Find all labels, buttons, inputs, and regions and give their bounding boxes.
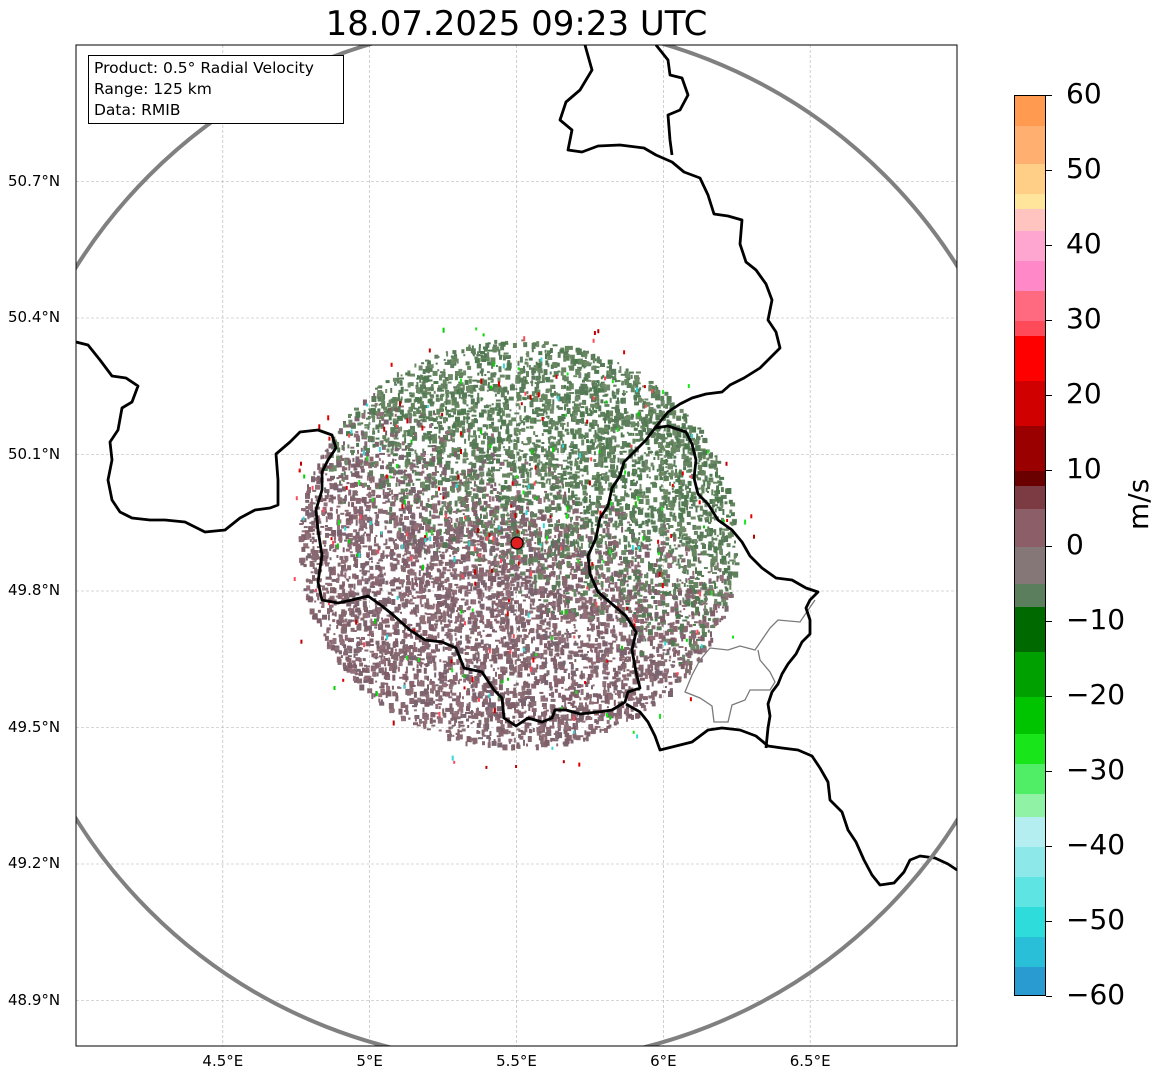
colorbar-tick-label: −40 bbox=[1066, 827, 1126, 861]
colorbar-segment bbox=[1015, 584, 1045, 608]
info-box: Product: 0.5° Radial Velocity Range: 125… bbox=[88, 55, 344, 124]
colorbar-tick-label: 20 bbox=[1066, 377, 1102, 411]
colorbar-tick-label: −30 bbox=[1066, 752, 1126, 786]
info-data-source: Data: RMIB bbox=[94, 101, 181, 119]
info-range: Range: 125 km bbox=[94, 80, 212, 98]
lon-tick-label: 4.5°E bbox=[202, 1052, 244, 1070]
colorbar-segment bbox=[1015, 96, 1045, 127]
colorbar-segment bbox=[1015, 426, 1045, 472]
colorbar-segment bbox=[1015, 764, 1045, 795]
colorbar-segment bbox=[1015, 734, 1045, 765]
colorbar-segment bbox=[1015, 471, 1045, 487]
colorbar-tick-label: −60 bbox=[1066, 978, 1126, 1011]
colorbar-segment bbox=[1015, 546, 1045, 585]
radar-site-marker[interactable] bbox=[510, 536, 524, 550]
colorbar-segment bbox=[1015, 606, 1045, 653]
colorbar-segment bbox=[1015, 126, 1045, 165]
colorbar-tick-mark bbox=[1046, 395, 1052, 397]
country-border bbox=[558, 45, 782, 429]
lat-tick-label: 49.2°N bbox=[8, 854, 61, 872]
colorbar-segment bbox=[1015, 486, 1045, 510]
lon-tick-label: 6°E bbox=[650, 1052, 677, 1070]
colorbar-tick-label: 30 bbox=[1066, 302, 1102, 336]
country-border bbox=[654, 45, 690, 156]
colorbar-segment bbox=[1015, 508, 1045, 547]
colorbar-tick-label: −10 bbox=[1066, 602, 1126, 636]
colorbar-tick-label: −20 bbox=[1066, 677, 1126, 711]
colorbar-segment bbox=[1015, 794, 1045, 818]
colorbar-tick-mark bbox=[1046, 845, 1052, 847]
colorbar-tick-label: 50 bbox=[1066, 152, 1102, 186]
colorbar-tick-mark bbox=[1046, 470, 1052, 472]
country-border bbox=[76, 340, 820, 749]
colorbar-segment bbox=[1015, 261, 1045, 292]
country-border bbox=[625, 702, 957, 887]
colorbar-segment bbox=[1015, 846, 1045, 878]
colorbar-segment bbox=[1015, 291, 1045, 322]
colorbar-segment bbox=[1015, 381, 1045, 427]
colorbar-tick-mark bbox=[1046, 770, 1052, 772]
colorbar-segment bbox=[1015, 876, 1045, 908]
internal-boundary bbox=[684, 599, 816, 723]
lat-tick-label: 49.8°N bbox=[8, 581, 61, 599]
colorbar-tick-label: 60 bbox=[1066, 77, 1102, 110]
lon-tick-label: 5°E bbox=[356, 1052, 383, 1070]
colorbar-segment bbox=[1015, 336, 1045, 382]
colorbar-segment bbox=[1015, 906, 1045, 938]
lat-tick-label: 50.1°N bbox=[8, 444, 61, 463]
colorbar-tick-mark bbox=[1046, 95, 1052, 96]
colorbar-segment bbox=[1015, 321, 1045, 337]
info-product: Product: 0.5° Radial Velocity bbox=[94, 59, 314, 77]
colorbar-tick-mark bbox=[1046, 620, 1052, 622]
colorbar-label: m/s bbox=[1122, 478, 1155, 530]
colorbar-tick-label: −50 bbox=[1066, 902, 1126, 936]
lat-tick-label: 48.9°N bbox=[8, 990, 61, 1009]
colorbar-segment bbox=[1015, 208, 1045, 232]
lat-tick-label: 49.5°N bbox=[8, 717, 61, 736]
colorbar-tick-mark bbox=[1046, 695, 1052, 697]
colorbar-segment bbox=[1015, 966, 1045, 995]
colorbar-tick-mark bbox=[1046, 170, 1052, 172]
colorbar-tick-label: 10 bbox=[1066, 452, 1102, 486]
colorbar-tick-mark bbox=[1046, 920, 1052, 922]
colorbar-segment bbox=[1015, 696, 1045, 735]
colorbar-tick-mark bbox=[1046, 996, 1052, 997]
colorbar-tick-mark bbox=[1046, 245, 1052, 247]
colorbar-tick-label: 0 bbox=[1066, 527, 1084, 561]
colorbar-segment bbox=[1015, 163, 1045, 195]
colorbar-tick-mark bbox=[1046, 320, 1052, 322]
lon-tick-label: 5.5°E bbox=[496, 1052, 537, 1070]
colorbar-segment bbox=[1015, 231, 1045, 262]
colorbar-segment bbox=[1015, 651, 1045, 698]
colorbar-segment bbox=[1015, 816, 1045, 848]
map-title: 18.07.2025 09:23 UTC bbox=[325, 4, 708, 44]
lat-tick-label: 50.7°N bbox=[8, 171, 61, 190]
colorbar-segment bbox=[1015, 936, 1045, 968]
plot-frame bbox=[75, 44, 958, 1047]
colorbar-tick-mark bbox=[1046, 545, 1052, 547]
colorbar bbox=[1014, 95, 1046, 996]
lon-tick-label: 6.5°E bbox=[789, 1052, 831, 1070]
colorbar-tick-label: 40 bbox=[1066, 227, 1102, 261]
lat-tick-label: 50.4°N bbox=[8, 308, 61, 326]
colorbar-segment bbox=[1015, 193, 1045, 210]
